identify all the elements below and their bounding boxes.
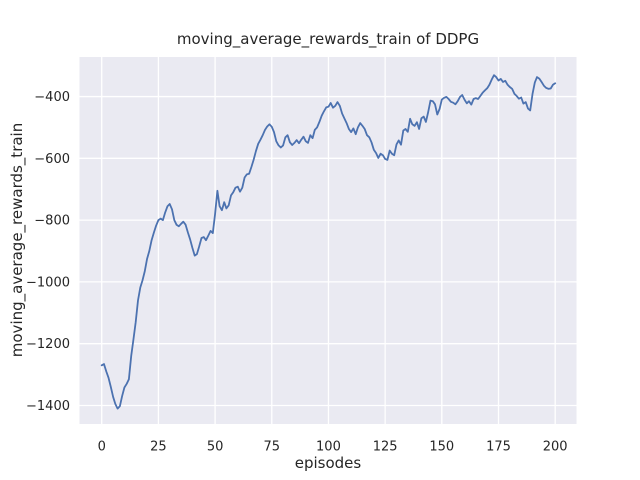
x-tick-label: 50	[207, 440, 224, 455]
y-tick-label: −1000	[26, 275, 70, 290]
y-tick-label: −400	[34, 90, 70, 105]
x-tick-label: 75	[263, 440, 280, 455]
y-tick-label: −600	[34, 152, 70, 167]
x-tick-label: 0	[98, 440, 106, 455]
x-axis-label: episodes	[294, 454, 362, 472]
x-tick-label: 150	[429, 440, 454, 455]
x-tick-label: 175	[486, 440, 511, 455]
chart-title: moving_average_rewards_train of DDPG	[176, 30, 480, 48]
x-tick-label: 100	[316, 440, 341, 455]
x-tick-label: 200	[543, 440, 568, 455]
y-axis-label: moving_average_rewards_train	[8, 122, 26, 358]
y-tick-label: −1400	[26, 399, 70, 414]
y-tick-label: −1200	[26, 337, 70, 352]
x-tick-label: 25	[150, 440, 167, 455]
series-line	[100, 74, 557, 410]
y-tick-label: −800	[34, 214, 70, 229]
x-tick-label: 125	[373, 440, 398, 455]
